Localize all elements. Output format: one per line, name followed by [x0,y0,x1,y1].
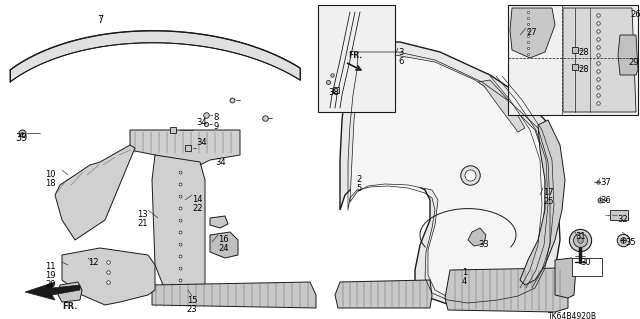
Text: FR.: FR. [348,51,362,60]
Text: 15: 15 [187,296,197,305]
Text: 10: 10 [45,170,56,179]
Polygon shape [130,130,240,165]
Polygon shape [555,258,576,298]
Text: 25: 25 [543,197,554,206]
Polygon shape [520,120,565,285]
Text: 4: 4 [462,277,467,286]
Text: 37: 37 [600,178,611,187]
Text: 21: 21 [138,219,148,228]
Text: 12: 12 [88,258,99,267]
Polygon shape [335,280,432,308]
Text: 3: 3 [398,48,403,57]
Text: 14: 14 [192,195,202,204]
Polygon shape [210,216,228,228]
Text: 35: 35 [625,238,636,247]
Text: 39: 39 [15,133,28,143]
Polygon shape [10,31,300,82]
Text: 38: 38 [328,88,339,97]
Polygon shape [55,145,135,240]
Text: 2: 2 [356,175,362,184]
Text: 24: 24 [218,244,228,253]
Text: 31: 31 [575,232,586,241]
Text: 28: 28 [578,65,589,74]
Text: 34: 34 [196,138,207,147]
Text: 22: 22 [192,204,202,213]
Bar [318,5,395,112]
Polygon shape [478,80,525,132]
Text: 17: 17 [543,188,554,197]
Text: 28: 28 [578,48,589,57]
Polygon shape [62,248,155,305]
Text: 6: 6 [398,57,403,66]
Polygon shape [340,42,560,308]
Polygon shape [563,8,636,112]
Polygon shape [210,232,238,258]
Polygon shape [25,282,80,300]
Text: 9: 9 [213,122,218,131]
Text: 16: 16 [218,235,228,244]
Bar [508,5,638,115]
Text: 33: 33 [478,240,489,249]
Polygon shape [445,268,568,312]
Text: 36: 36 [600,196,611,205]
Text: 30: 30 [580,258,591,267]
Text: 7: 7 [97,15,103,25]
Text: 23: 23 [187,305,197,314]
Text: 8: 8 [213,113,218,122]
Text: 20: 20 [45,280,56,289]
Polygon shape [510,8,555,58]
Text: 1: 1 [462,268,467,277]
Text: TK64B4920B: TK64B4920B [548,312,597,319]
Polygon shape [468,228,486,246]
Polygon shape [618,35,638,75]
Text: 13: 13 [138,210,148,219]
Text: 19: 19 [45,271,56,280]
Text: 32: 32 [617,215,628,224]
Text: 18: 18 [45,179,56,188]
Polygon shape [350,55,545,300]
Text: 29: 29 [628,58,639,67]
Text: FR.: FR. [62,302,77,311]
Text: 34: 34 [215,158,226,167]
Polygon shape [152,155,205,295]
Bar [572,258,602,276]
Text: 34: 34 [196,118,207,127]
Text: 11: 11 [45,262,56,271]
Bar [610,210,628,220]
Text: 27: 27 [526,28,536,37]
Text: 5: 5 [356,184,362,193]
Polygon shape [58,282,82,302]
Polygon shape [152,282,316,308]
Text: 26: 26 [630,10,640,19]
